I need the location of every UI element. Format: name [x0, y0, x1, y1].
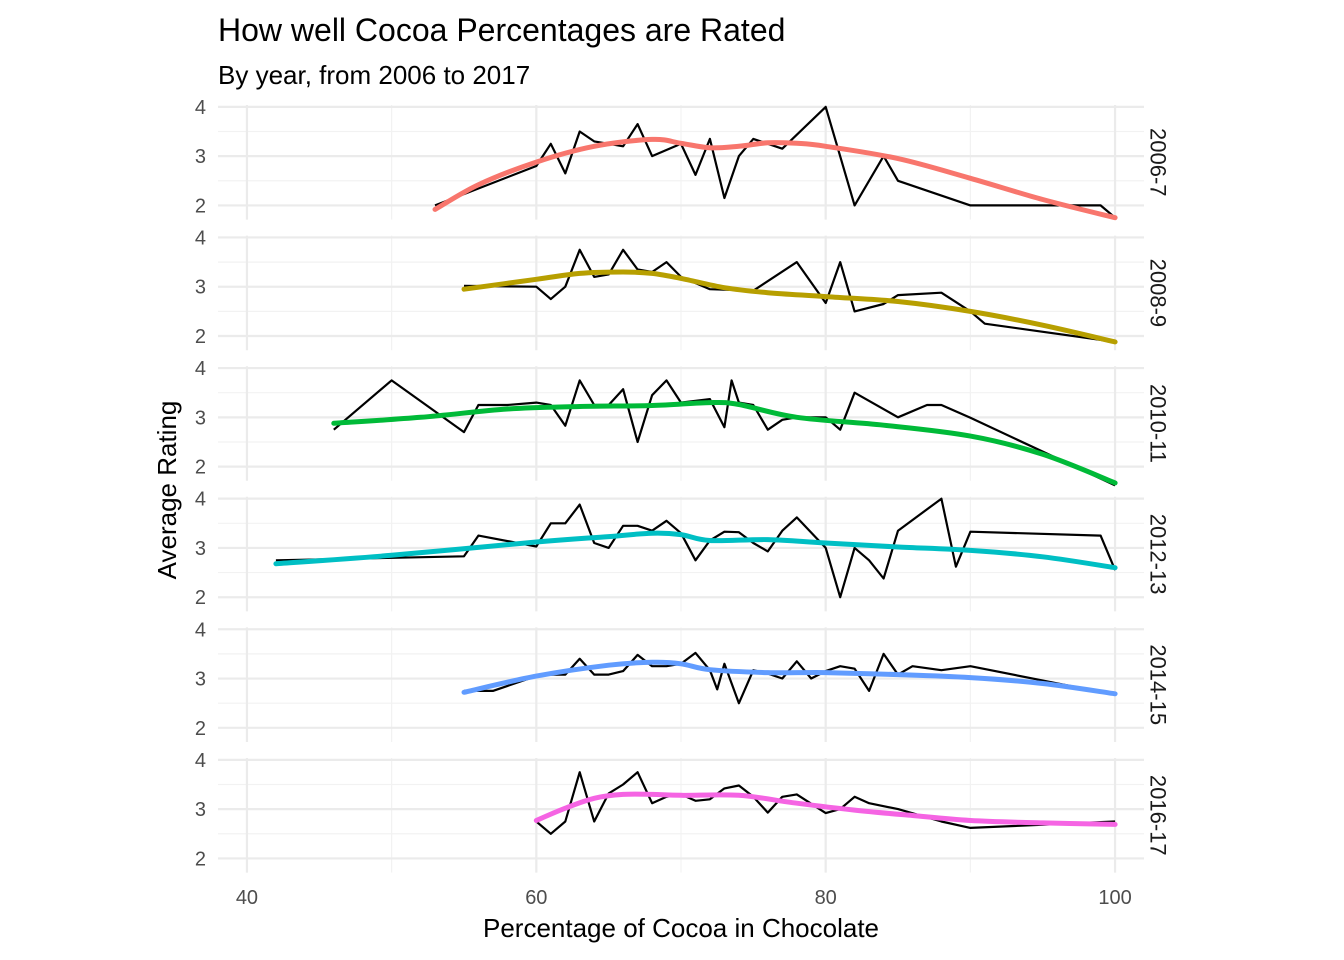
- y-tick-label: 3: [195, 407, 206, 429]
- x-axis: 40 60 80 100: [236, 887, 1132, 909]
- y-tick-label: 3: [195, 538, 206, 560]
- facet-panels: 2 3 4 2006-7 2 3 4 2008-9 2 3 4 2010-11 2 3 4 2012-13 2 3…: [195, 97, 1171, 873]
- facet-panel-2008-9: 2 3 4 2008-9: [195, 227, 1171, 351]
- facet-strip-label: 2014-15: [1146, 644, 1171, 725]
- smoothed-trend-line-2010-11: [331, 399, 1118, 486]
- chart-subtitle: By year, from 2006 to 2017: [218, 60, 530, 90]
- facet-panel-2014-15: 2 3 4 2014-15: [195, 619, 1171, 742]
- smoothed-trend-line-2008-9: [461, 269, 1118, 345]
- facet-strip-label: 2012-13: [1146, 514, 1171, 595]
- smoothed-trend-line-2016-17: [533, 791, 1118, 827]
- y-tick-label: 3: [195, 669, 206, 691]
- y-tick-label: 4: [195, 750, 206, 772]
- x-tick-label: 80: [815, 887, 837, 909]
- y-tick-label: 2: [195, 718, 206, 740]
- y-tick-label: 4: [195, 97, 206, 119]
- average-rating-line-2006-7: [434, 105, 1116, 219]
- y-tick-label: 4: [195, 619, 206, 641]
- y-tick-label: 3: [195, 277, 206, 299]
- y-tick-label: 2: [195, 848, 206, 870]
- smoothed-trend-line-2014-15: [461, 659, 1118, 697]
- average-rating-line-2016-17: [535, 771, 1116, 835]
- x-tick-label: 100: [1098, 887, 1131, 909]
- facet-strip-label: 2016-17: [1146, 775, 1171, 856]
- y-tick-label: 4: [195, 227, 206, 249]
- y-tick-label: 4: [195, 358, 206, 380]
- average-rating-line-2010-11: [333, 379, 1116, 487]
- facet-panel-2016-17: 2 3 4 2016-17: [195, 750, 1171, 873]
- y-tick-label: 2: [195, 326, 206, 348]
- facet-panel-2006-7: 2 3 4 2006-7: [195, 97, 1171, 221]
- facet-strip-label: 2008-9: [1146, 259, 1171, 328]
- y-tick-label: 2: [195, 195, 206, 217]
- x-axis-title: Percentage of Cocoa in Chocolate: [483, 913, 879, 943]
- average-rating-line-2014-15: [464, 651, 1116, 705]
- facet-strip-label: 2010-11: [1146, 384, 1171, 463]
- facet-panel-2012-13: 2 3 4 2012-13: [195, 489, 1171, 612]
- x-tick-label: 60: [525, 887, 547, 909]
- y-tick-label: 2: [195, 457, 206, 479]
- chart-title: How well Cocoa Percentages are Rated: [218, 12, 785, 48]
- y-tick-label: 4: [195, 489, 206, 511]
- smoothed-trend-line-2006-7: [432, 136, 1118, 221]
- y-tick-label: 3: [195, 799, 206, 821]
- facet-panel-2010-11: 2 3 4 2010-11: [195, 358, 1171, 487]
- y-tick-label: 2: [195, 587, 206, 609]
- smoothed-trend-line-2012-13: [273, 530, 1118, 571]
- facet-strip-label: 2006-7: [1146, 128, 1171, 197]
- x-tick-label: 40: [236, 887, 258, 909]
- y-tick-label: 3: [195, 146, 206, 168]
- y-axis-title: Average Rating: [152, 401, 182, 580]
